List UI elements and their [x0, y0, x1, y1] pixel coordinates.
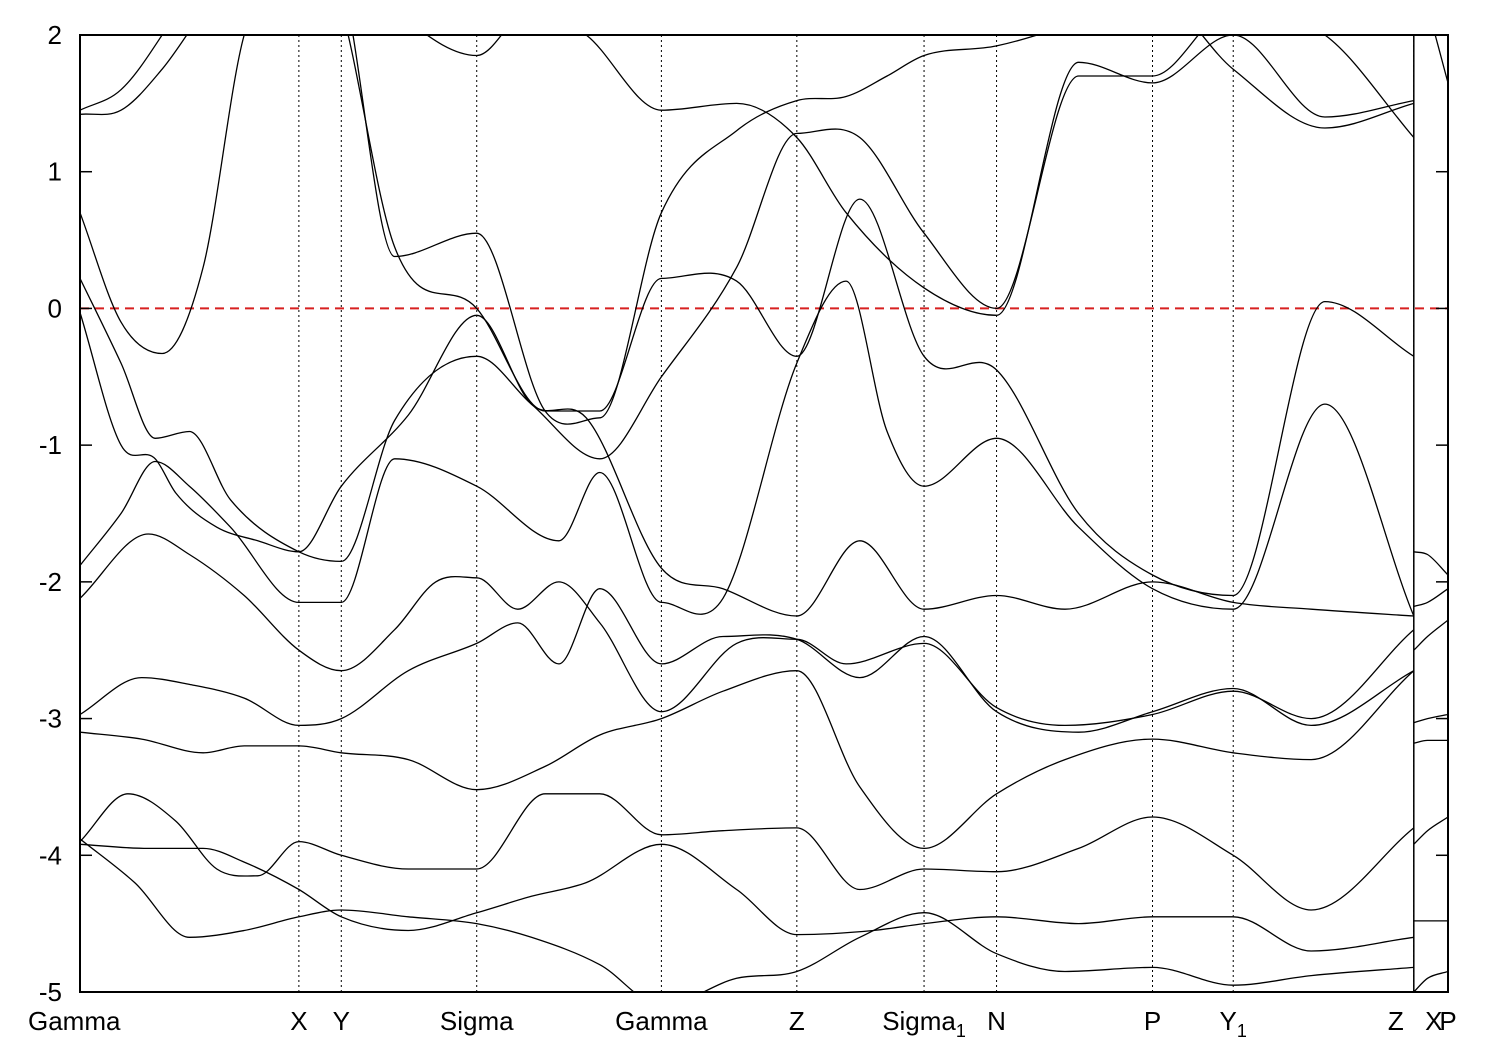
band-line-13 [1413, 551, 1448, 576]
kpoint-label: Z [789, 1006, 805, 1036]
kpoint-label: X [290, 1006, 307, 1036]
kpoint-gridlines [298, 35, 1415, 992]
band-line-4 [80, 588, 1415, 733]
kpoint-label: P [1439, 1006, 1456, 1036]
kpoint-label: Gamma [28, 1006, 121, 1036]
band-line-17 [1413, 739, 1448, 744]
band-line-6 [80, 793, 1415, 911]
band-line-7 [80, 843, 1414, 952]
band-line-1 [80, 312, 1414, 617]
y-tick-label: -3 [39, 704, 62, 734]
band-line-10 [80, 35, 1414, 425]
bands-layer [80, 35, 1448, 992]
kpoint-label-subscript: 1 [1237, 1021, 1247, 1041]
kpoint-label-subscript: 1 [956, 1021, 966, 1041]
kpoint-label: Y [333, 1006, 350, 1036]
y-tick-label: 0 [48, 293, 62, 323]
y-tick-label: -2 [39, 567, 62, 597]
y-tick-label: -1 [39, 430, 62, 460]
band-line-2 [80, 280, 1415, 617]
band-line-21 [1434, 35, 1448, 84]
band-line-15 [1413, 619, 1448, 651]
band-line-5 [80, 670, 1415, 850]
y-tick-label: -5 [39, 977, 62, 1007]
band-line-12 [80, 35, 1414, 316]
y-tick-label: -4 [39, 840, 62, 870]
band-line-16 [1413, 713, 1448, 724]
band-line-14 [1413, 588, 1448, 608]
band-line-3 [80, 533, 1415, 727]
kpoint-label: N [987, 1006, 1006, 1036]
kpoint-label: Gamma [615, 1006, 708, 1036]
band-line-11 [80, 35, 1415, 597]
kpoint-label: Y1 [1220, 1006, 1247, 1041]
kpoint-label: Z [1388, 1006, 1404, 1036]
band-line-18 [1413, 816, 1448, 845]
plot-frame [79, 34, 1449, 993]
kpoint-label: X [1425, 1006, 1442, 1036]
y-tick-label: 2 [48, 20, 62, 50]
band-line-8 [80, 838, 1414, 992]
kpoint-label: P [1144, 1006, 1161, 1036]
kpoint-label: Sigma [440, 1006, 514, 1036]
band-line-9 [80, 35, 1415, 563]
band-line-20 [1413, 970, 1448, 992]
kpoint-label: Sigma1 [882, 1006, 966, 1041]
y-tick-label: 1 [48, 157, 62, 187]
